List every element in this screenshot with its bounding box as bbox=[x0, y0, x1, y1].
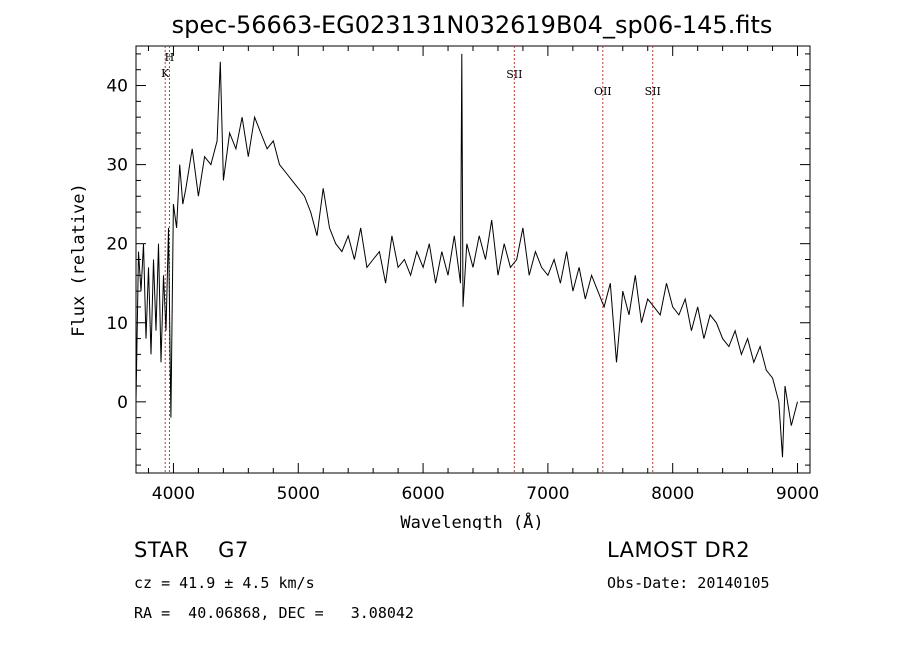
x-tick-label: 4000 bbox=[152, 484, 195, 504]
x-tick-label: 9000 bbox=[776, 484, 819, 504]
spectrum-plot: spec-56663-EG023131N032619B04_sp06-145.f… bbox=[69, 11, 819, 530]
survey-name: LAMOST DR2 bbox=[607, 538, 751, 562]
x-tick-label: 6000 bbox=[401, 484, 444, 504]
x-tick-label: 8000 bbox=[651, 484, 694, 504]
spectral-line-markers: HK SII OII SII bbox=[161, 46, 661, 473]
spectral-line-label: K bbox=[161, 67, 170, 80]
axis-ticks bbox=[136, 46, 810, 473]
spectral-line-label: H bbox=[165, 51, 175, 64]
y-tick-label: 40 bbox=[106, 77, 128, 97]
y-tick-label: 30 bbox=[106, 156, 128, 176]
spectral-line-label: SII bbox=[645, 85, 661, 98]
x-tick-labels: 4000 5000 6000 7000 8000 9000 bbox=[152, 484, 819, 504]
x-axis-label: Wavelength (Å) bbox=[400, 511, 543, 530]
redshift-velocity: cz = 41.9 ± 4.5 km/s bbox=[134, 574, 315, 592]
y-tick-labels: 0 10 20 30 40 bbox=[106, 77, 128, 413]
y-axis-label: Flux (relative) bbox=[69, 183, 89, 337]
spectrum-line bbox=[135, 53, 798, 458]
y-tick-label: 0 bbox=[117, 393, 128, 413]
observation-date: Obs-Date: 20140105 bbox=[607, 574, 770, 592]
spectral-line-label: SII bbox=[506, 68, 522, 81]
y-tick-label: 10 bbox=[106, 314, 128, 334]
x-tick-label: 5000 bbox=[277, 484, 320, 504]
chart-title: spec-56663-EG023131N032619B04_sp06-145.f… bbox=[172, 11, 773, 39]
spectral-line-label: OII bbox=[594, 85, 612, 98]
y-tick-label: 20 bbox=[106, 235, 128, 255]
x-tick-label: 7000 bbox=[526, 484, 569, 504]
coordinates: RA = 40.06868, DEC = 3.08042 bbox=[134, 604, 414, 622]
plot-frame bbox=[135, 45, 811, 474]
object-class: STAR G7 bbox=[134, 538, 249, 562]
